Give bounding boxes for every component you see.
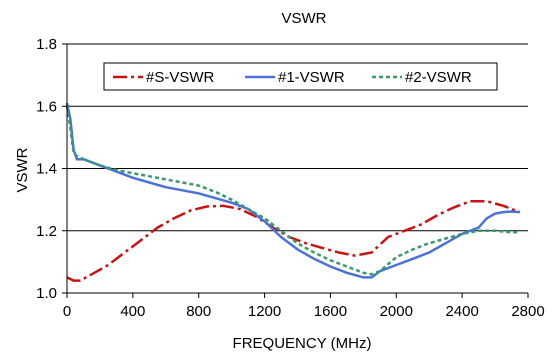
y-tick-label: 1.6	[36, 98, 57, 115]
x-tick-label: 2000	[380, 303, 413, 320]
series-line-2-vswr	[65, 106, 520, 276]
x-tick-label: 0	[63, 303, 71, 320]
tick-labels: 0 400 800 1200 1600 2000 2400 2800 1.0 1.2 1.4 1.6 1…	[36, 36, 545, 320]
legend-label: #1-VSWR	[278, 69, 345, 86]
series-layer	[65, 102, 521, 282]
series-line-s-vswr	[66, 199, 521, 282]
y-axis-label: VSWR	[14, 147, 31, 192]
y-tick-label: 1.2	[36, 223, 57, 240]
legend-label: #S-VSWR	[146, 69, 215, 86]
axes	[62, 43, 529, 298]
y-tick-label: 1.4	[36, 161, 57, 178]
x-tick-label: 1200	[248, 303, 281, 320]
y-tick-label: 1.0	[36, 285, 57, 302]
legend-label: #2-VSWR	[405, 69, 472, 86]
x-tick-label: 800	[186, 303, 211, 320]
x-tick-label: 2800	[511, 303, 544, 320]
x-axis-label: FREQUENCY (MHz)	[233, 335, 372, 352]
x-tick-label: 400	[120, 303, 145, 320]
y-tick-label: 1.8	[36, 36, 57, 53]
series-line-1-vswr	[65, 102, 520, 279]
chart-title: VSWR	[282, 10, 327, 27]
x-tick-label: 1600	[314, 303, 347, 320]
legend-box	[103, 62, 498, 91]
legend: #S-VSWR #1-VSWR #2-VSWR	[103, 62, 498, 91]
x-tick-label: 2400	[445, 303, 478, 320]
